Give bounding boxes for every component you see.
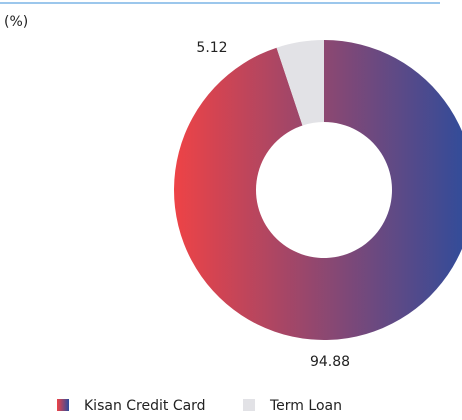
donut-slice xyxy=(174,40,462,340)
legend-label: Term Loan xyxy=(269,398,342,414)
donut-slice xyxy=(276,40,324,126)
legend-swatch xyxy=(243,399,255,411)
unit-label: (%) xyxy=(4,14,28,30)
legend-label: Kisan Credit Card xyxy=(84,398,206,414)
data-label: 5.12 xyxy=(196,40,227,56)
data-label: 94.88 xyxy=(310,354,350,370)
legend-swatch xyxy=(57,399,69,411)
